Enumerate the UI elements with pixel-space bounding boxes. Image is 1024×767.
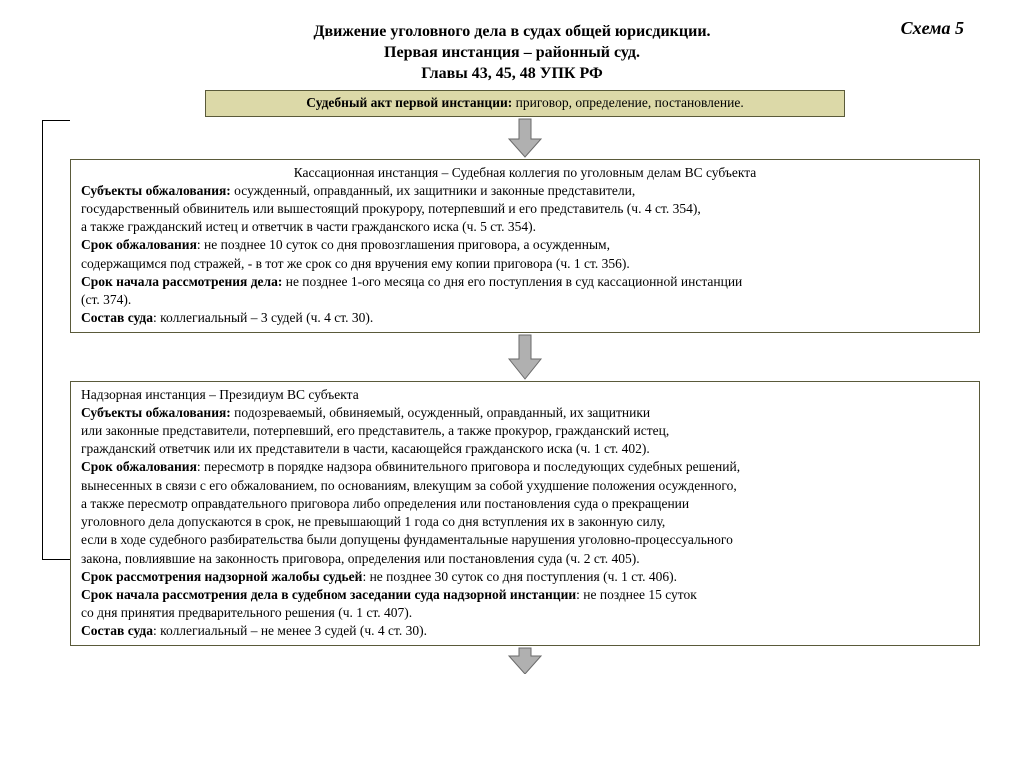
b3-l10: закона, повлиявшие на законность пригово…: [81, 550, 969, 568]
b3-l11b: Срок рассмотрения надзорной жалобы судье…: [81, 569, 362, 584]
b3-l12: : не позднее 15 суток: [576, 587, 697, 602]
b3-l14b: Состав суда: [81, 623, 153, 638]
b2-l6: содержащимся под стражей, - в тот же сро…: [81, 255, 969, 273]
box-cassation: Кассационная инстанция – Судебная коллег…: [70, 159, 980, 333]
page-title: Движение уголовного дела в судах общей ю…: [0, 0, 1024, 84]
b2-l9: : коллегиальный – 3 судей (ч. 4 ст. 30).: [153, 310, 373, 325]
b3-l6: вынесенных в связи с его обжалованием, п…: [81, 477, 969, 495]
scheme-label: Схема 5: [901, 18, 964, 39]
b3-l3: или законные представители, потерпевший,…: [81, 422, 969, 440]
down-arrow-icon: [505, 333, 545, 381]
b2-l2: осужденный, оправданный, их защитники и …: [231, 183, 635, 198]
b3-l14: : коллегиальный – не менее 3 судей (ч. 4…: [153, 623, 427, 638]
box1-rest: приговор, определение, постановление.: [512, 95, 743, 110]
b3-l5: : пересмотр в порядке надзора обвинитель…: [197, 459, 740, 474]
box1-bold: Судебный акт первой инстанции:: [306, 95, 512, 110]
b3-l2b: Субъекты обжалования:: [81, 405, 231, 420]
title-line-3: Главы 43, 45, 48 УПК РФ: [0, 64, 1024, 85]
title-line-1: Движение уголовного дела в судах общей ю…: [0, 22, 1024, 43]
b3-l5b: Срок обжалования: [81, 459, 197, 474]
arrow-3: [70, 646, 980, 674]
box-supervisory: Надзорная инстанция – Президиум ВС субъе…: [70, 381, 980, 646]
b3-l4: гражданский ответчик или их представител…: [81, 440, 969, 458]
b2-l9b: Состав суда: [81, 310, 153, 325]
b3-l8: уголовного дела допускаются в срок, не п…: [81, 513, 969, 531]
b2-l4: а также гражданский истец и ответчик в ч…: [81, 218, 969, 236]
b3-l9: если в ходе судебного разбирательства бы…: [81, 531, 969, 549]
b2-l8: (ст. 374).: [81, 291, 969, 309]
flow-container: Судебный акт первой инстанции: приговор,…: [70, 90, 980, 673]
b3-l7: а также пересмотр оправдательного пригов…: [81, 495, 969, 513]
down-arrow-icon: [505, 117, 545, 159]
arrow-1: [70, 117, 980, 159]
title-line-2: Первая инстанция – районный суд.: [0, 43, 1024, 64]
b3-l2: подозреваемый, обвиняемый, осужденный, о…: [231, 405, 650, 420]
b2-l5: : не позднее 10 суток со дня провозглаше…: [197, 237, 610, 252]
b3-l13: со дня принятия предварительного решения…: [81, 604, 969, 622]
b3-l12b: Срок начала рассмотрения дела в судебном…: [81, 587, 576, 602]
box-first-instance: Судебный акт первой инстанции: приговор,…: [205, 90, 845, 116]
connector-bracket: [42, 120, 70, 560]
b3-l11: : не позднее 30 суток со дня поступления…: [362, 569, 677, 584]
b2-l5b: Срок обжалования: [81, 237, 197, 252]
b2-l3: государственный обвинитель или вышестоящ…: [81, 200, 969, 218]
b2-l7b: Срок начала рассмотрения дела:: [81, 274, 282, 289]
arrow-2: [70, 333, 980, 381]
b2-l7: не позднее 1-ого месяца со дня его посту…: [282, 274, 742, 289]
b2-l1: Кассационная инстанция – Судебная коллег…: [81, 164, 969, 182]
b3-l1: Надзорная инстанция – Президиум ВС субъе…: [81, 386, 969, 404]
down-arrow-icon: [505, 646, 545, 674]
b2-l2b: Субъекты обжалования:: [81, 183, 231, 198]
